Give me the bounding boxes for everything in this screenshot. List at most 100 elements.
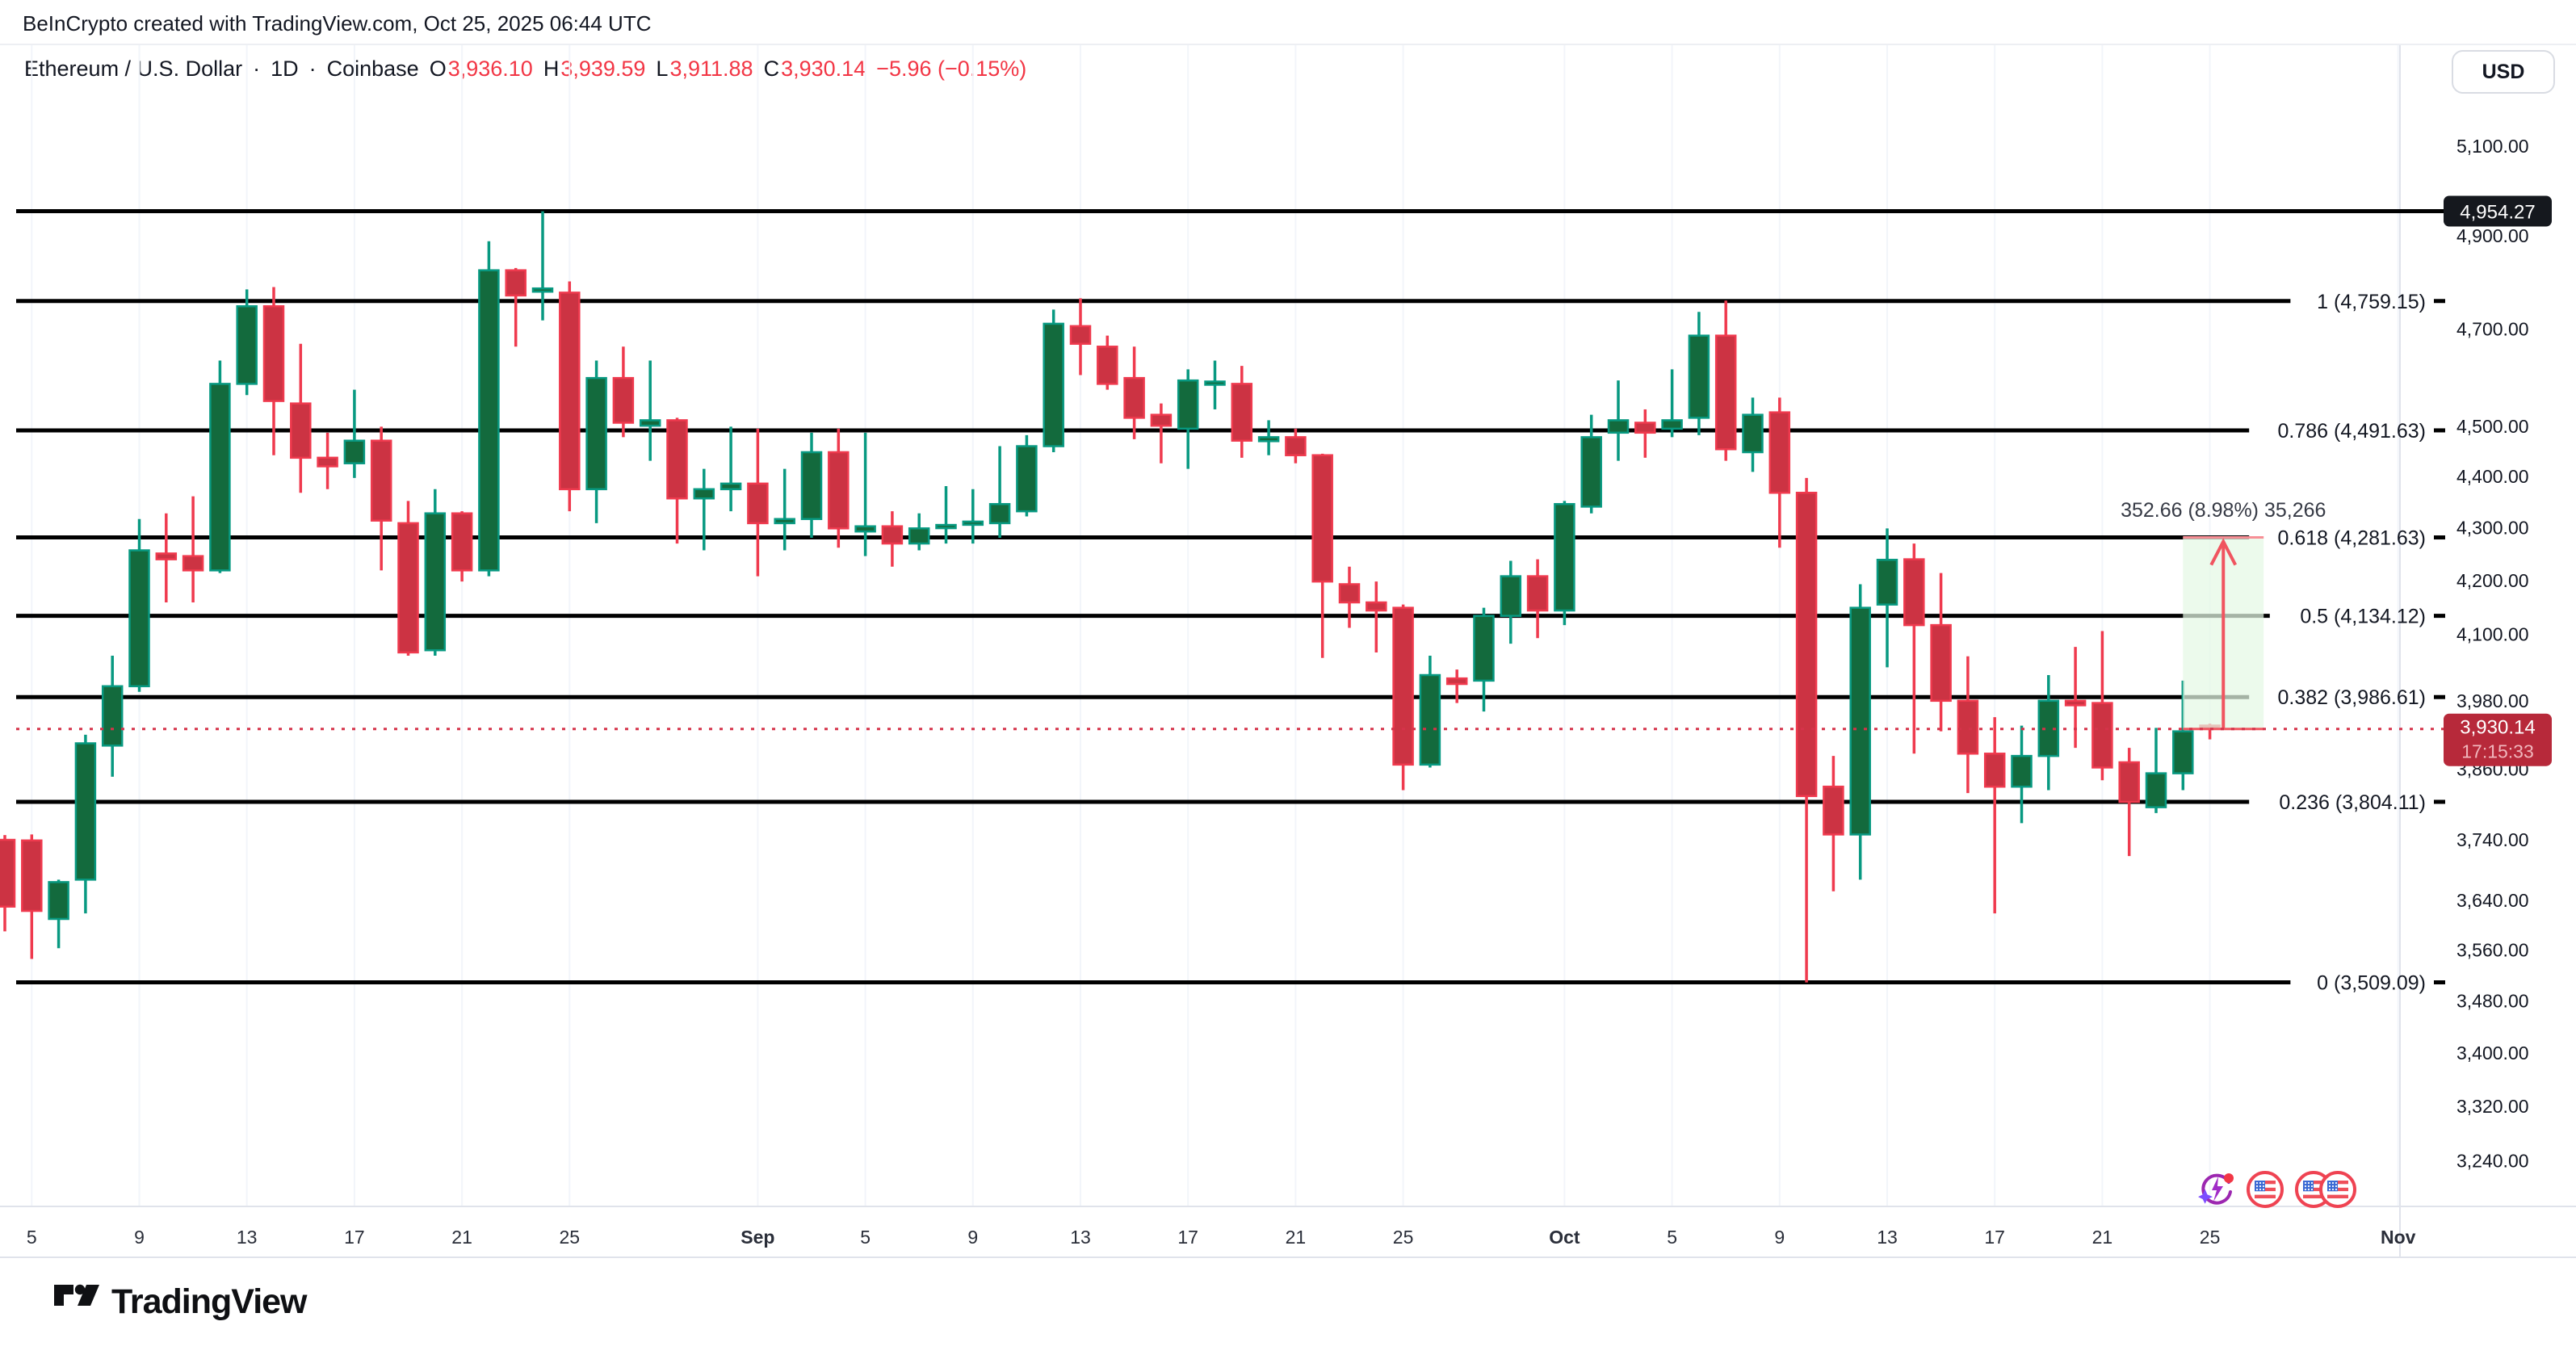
candle [2037,675,2060,791]
candle [262,287,285,455]
candle [209,360,231,573]
candle [2011,725,2033,824]
candle [881,511,904,567]
change-value: −5.96 (−0.15%) [876,57,1027,81]
candle [2172,680,2194,791]
us-flag-event-pair[interactable] [2295,1171,2356,1208]
time-axis[interactable]: 5 9 13 17 21 25 Sep 5 9 13 17 21 25 Oct 5 9 13 17 21 25 Nov [27,1227,2416,1248]
candle [2064,647,2087,749]
candle [1930,573,1952,732]
candle [1338,566,1361,628]
svg-text:3,400.00: 3,400.00 [2456,1042,2529,1063]
svg-text:5,100.00: 5,100.00 [2456,136,2529,157]
candle [1285,428,1307,464]
tradingview-logo[interactable]: TradingView [53,1282,307,1322]
candle [1311,453,1333,658]
candle [1150,403,1173,464]
candle [397,501,419,657]
ai-lightning-event-icon[interactable] [2198,1171,2235,1208]
svg-text:13: 13 [237,1227,258,1248]
candle [1876,528,1898,668]
svg-text:0.236 (3,804.11): 0.236 (3,804.11) [2279,791,2426,814]
svg-text:17: 17 [1984,1227,2005,1248]
candle [962,489,984,544]
svg-text:13: 13 [1070,1227,1091,1248]
candle [1688,312,1710,435]
us-flag-event-icon[interactable] [2247,1171,2284,1208]
candle [451,511,473,582]
svg-text:3,930.14: 3,930.14 [2460,717,2535,739]
candle [1177,369,1199,469]
exchange-label[interactable]: Coinbase [326,57,419,81]
separator-dot: · [253,57,261,81]
candle [1500,560,1522,644]
us-flag-event-icon[interactable] [2319,1171,2356,1208]
candle [1204,360,1226,409]
candle [559,281,581,512]
candle [1554,501,1575,626]
svg-text:17: 17 [1177,1227,1198,1248]
svg-text:9: 9 [1774,1227,1785,1248]
svg-text:4,100.00: 4,100.00 [2456,624,2529,645]
svg-text:3,480.00: 3,480.00 [2456,991,2529,1012]
candle [1634,409,1656,458]
candle [74,734,97,914]
grid-lines [31,45,2399,1206]
price-axis[interactable]: 5,100.00 4,900.00 4,700.00 4,500.00 4,400.00… [2456,136,2529,1171]
projection-label: 352.66 (8.98%) 35,266 [2121,499,2326,522]
candle [1231,366,1253,458]
currency-toggle-button[interactable]: USD [2452,50,2555,94]
symbol-header: Ethereum / U.S. Dollar · 1D · Coinbase O… [24,57,1026,82]
candle [1526,559,1549,639]
candle [531,211,554,321]
symbol-name[interactable]: Ethereum / U.S. Dollar [24,57,243,81]
candle [908,513,930,551]
candle [182,496,204,603]
event-markers[interactable] [2198,1171,2356,1208]
candle [370,426,392,571]
candle [1983,717,2006,914]
close-value: C 3,930.14 [763,57,866,81]
svg-text:0.786 (4,491.63): 0.786 (4,491.63) [2278,420,2426,443]
svg-text:1 (4,759.15): 1 (4,759.15) [2317,291,2426,313]
high-value: H 3,939.59 [543,57,646,81]
svg-text:3,240.00: 3,240.00 [2456,1150,2529,1171]
candle [747,428,769,577]
candle [1097,335,1118,390]
candle [935,486,957,544]
candle [1419,656,1441,768]
svg-text:25: 25 [560,1227,581,1248]
candle [1366,581,1387,652]
fib-retracement[interactable]: 1 (4,759.15) 0.786 (4,491.63) 0.618 (4,281… [16,291,2445,995]
candle [720,426,742,512]
candle [1742,397,1764,472]
ath-price-badge: 4,954.27 [2444,195,2552,227]
separator-dot: · [308,57,317,81]
candle [1016,434,1038,517]
candle [128,518,150,692]
svg-text:0.618 (4,281.63): 0.618 (4,281.63) [2278,527,2426,550]
candle [1392,604,1414,791]
svg-text:Sep: Sep [740,1227,774,1248]
interval-label[interactable]: 1D [271,57,299,81]
candle [1580,414,1602,514]
candle [2091,631,2113,781]
candle [1957,656,1979,794]
candle [1903,543,1925,754]
candle [101,656,124,777]
candle [1661,369,1683,438]
svg-text:21: 21 [1286,1227,1307,1248]
svg-text:4,500.00: 4,500.00 [2456,416,2529,437]
tradingview-logo-text: TradingView [111,1282,307,1321]
svg-text:4,900.00: 4,900.00 [2456,225,2529,246]
svg-text:9: 9 [967,1227,978,1248]
candle [1069,298,1092,375]
candle [424,489,447,657]
svg-text:5: 5 [860,1227,871,1248]
svg-text:9: 9 [134,1227,145,1248]
candle [854,432,876,556]
svg-text:17: 17 [344,1227,365,1248]
svg-text:21: 21 [2092,1227,2113,1248]
top-divider [0,44,2576,45]
